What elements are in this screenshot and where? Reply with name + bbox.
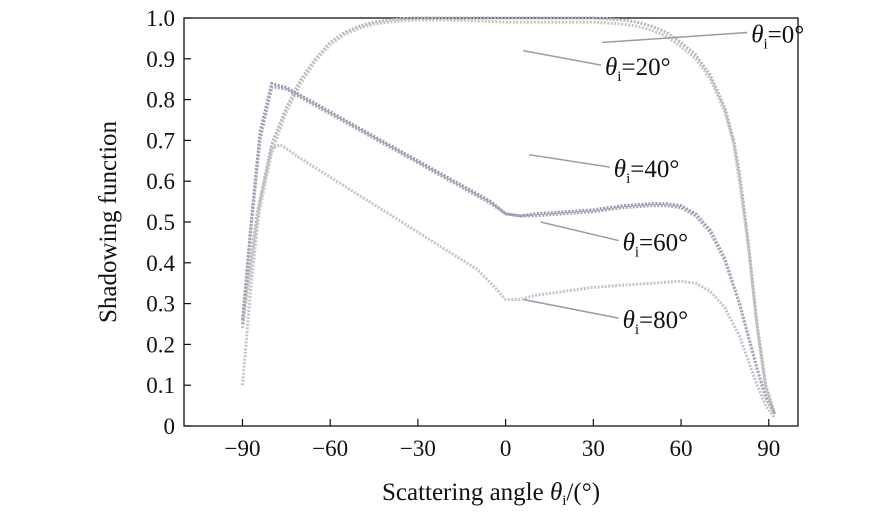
series-label-4: θi=80° bbox=[623, 307, 689, 338]
annotation-leader-line bbox=[540, 221, 619, 242]
x-axis-title-sub: i bbox=[562, 493, 566, 509]
y-tick-label: 1.0 bbox=[146, 6, 175, 31]
series-label-tail: =80° bbox=[639, 307, 688, 334]
x-tick-label: −30 bbox=[400, 436, 436, 461]
y-tick-label: 0.7 bbox=[146, 128, 175, 153]
x-tick-label: 90 bbox=[757, 436, 780, 461]
series-label-1: θi=20° bbox=[605, 54, 671, 85]
x-axis-title: Scattering angle θi/(°) bbox=[382, 479, 600, 509]
annotation-leader-line bbox=[528, 153, 610, 168]
series-label-symbol: θ bbox=[751, 21, 763, 48]
series-line-1 bbox=[241, 18, 777, 415]
series-label-symbol: θ bbox=[614, 156, 626, 183]
series-line-4 bbox=[241, 143, 776, 419]
series-label-tail: =0° bbox=[768, 21, 805, 48]
y-tick-label: 0.6 bbox=[146, 169, 175, 194]
y-tick-label: 0.9 bbox=[146, 47, 175, 72]
series-line-2 bbox=[241, 81, 776, 415]
series-label-2: θi=40° bbox=[614, 156, 680, 187]
x-tick-label: 30 bbox=[582, 436, 605, 461]
annotation-leader-line bbox=[523, 298, 619, 319]
x-tick-label: 60 bbox=[670, 436, 693, 461]
series-label-sub: i bbox=[635, 245, 639, 261]
y-tick-label: 0.2 bbox=[146, 332, 175, 357]
x-axis-title-symbol: θ bbox=[550, 479, 562, 506]
x-axis-title-main: Scattering angle bbox=[382, 479, 550, 506]
y-tick-label: 0.5 bbox=[146, 210, 175, 235]
y-ticks: 0 0.1 0.2 0.3 0.4 0.5 0.6 0.7 0.8 0.9 1.0 bbox=[146, 6, 191, 439]
x-tick-label: −90 bbox=[224, 436, 260, 461]
series-label-symbol: θ bbox=[623, 230, 635, 257]
series-line-0 bbox=[241, 16, 777, 415]
series-label-tail: =60° bbox=[639, 230, 688, 257]
annotation-leader-line bbox=[602, 31, 748, 44]
x-tick-label: 0 bbox=[500, 436, 512, 461]
y-tick-label: 0.4 bbox=[146, 251, 175, 276]
x-tick-label: −60 bbox=[312, 436, 348, 461]
series-label-sub: i bbox=[617, 69, 621, 85]
series-label-3: θi=60° bbox=[623, 230, 689, 261]
series-annotations: θi=0°θi=20°θi=40°θi=60°θi=80° bbox=[523, 21, 804, 338]
series-label-sub: i bbox=[626, 171, 630, 187]
series-line-3 bbox=[241, 85, 776, 415]
series-label-symbol: θ bbox=[605, 54, 617, 81]
y-tick-label: 0.8 bbox=[146, 88, 175, 113]
series-label-symbol: θ bbox=[623, 307, 635, 334]
series-label-0: θi=0° bbox=[751, 21, 804, 52]
y-tick-label: 0.1 bbox=[146, 373, 175, 398]
y-tick-label: 0 bbox=[164, 414, 176, 439]
x-ticks: −90 −60 −30 0 30 60 90 bbox=[224, 419, 780, 461]
series-label-tail: =40° bbox=[630, 156, 679, 183]
y-tick-label: 0.3 bbox=[146, 292, 175, 317]
plot-frame bbox=[183, 17, 799, 427]
series-label-sub: i bbox=[635, 322, 639, 338]
series-lines bbox=[241, 16, 777, 419]
y-axis-title: Shadowing function bbox=[95, 120, 122, 323]
x-axis-title-tail: /(°) bbox=[566, 479, 600, 506]
annotation-leader-line bbox=[523, 49, 602, 66]
series-label-tail: =20° bbox=[621, 54, 670, 81]
series-label-sub: i bbox=[764, 36, 768, 52]
